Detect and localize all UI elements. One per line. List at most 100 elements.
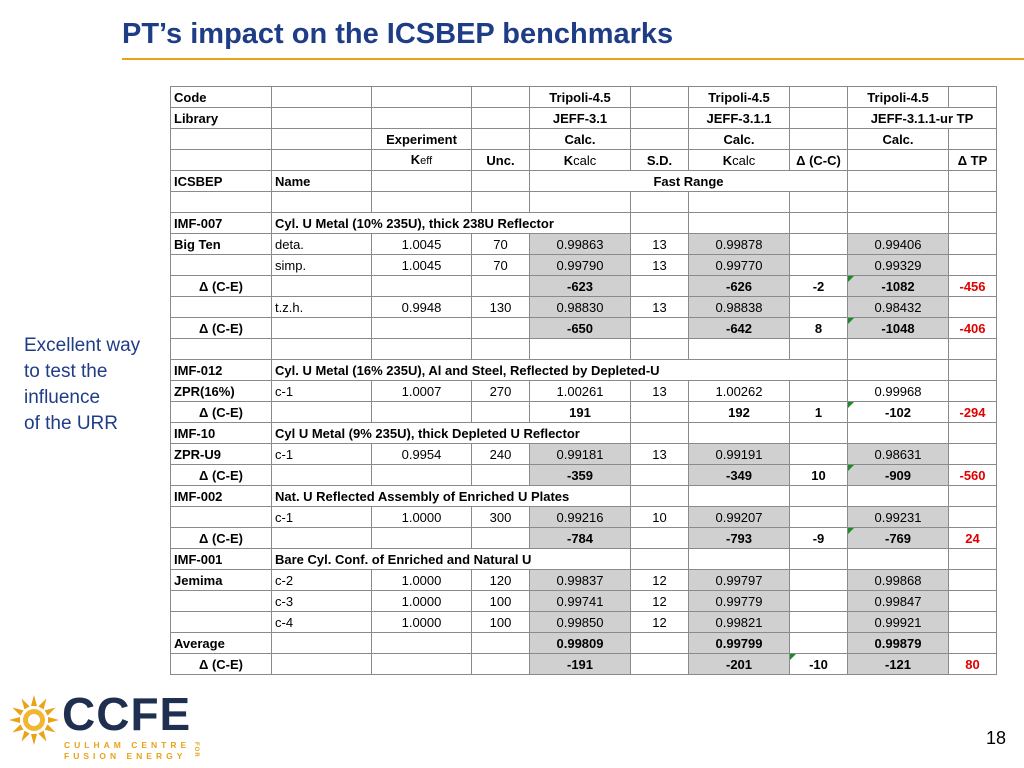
table-cell — [789, 485, 848, 507]
table-cell — [948, 380, 997, 402]
table-cell — [371, 317, 472, 339]
table-cell: 0.99968 — [847, 380, 949, 402]
side-note-line: to test the — [24, 361, 108, 382]
table-cell: -201 — [688, 653, 790, 675]
table-cell — [948, 422, 997, 444]
table-cell: 0.98631 — [847, 443, 949, 465]
table-cell — [789, 128, 848, 150]
table-cell — [271, 86, 372, 108]
table-cell: 1.0045 — [371, 254, 472, 276]
table-cell — [630, 653, 689, 675]
table-row: Δ (C-E) -623 -626 -2 -1082 -456 — [170, 275, 997, 297]
table-cell: Δ (C-E) — [170, 464, 272, 486]
side-note-line: influence — [24, 387, 101, 408]
table-cell — [789, 590, 848, 612]
table-row: c-1 1.0000 300 0.99216 10 0.99207 0.9923… — [170, 506, 997, 528]
table-cell: Tripoli-4.5 — [688, 86, 790, 108]
table-cell: 0.99770 — [688, 254, 790, 276]
delta-tp-cell: -456 — [948, 275, 997, 297]
table-cell — [948, 212, 997, 234]
table-cell — [271, 128, 372, 150]
table-cell — [271, 191, 372, 213]
table-cell — [271, 338, 372, 360]
table-cell: Jemima — [170, 569, 272, 591]
table-cell: -650 — [529, 317, 631, 339]
table-cell: Big Ten — [170, 233, 272, 255]
table-cell — [471, 317, 530, 339]
table-row: IMF-012 Cyl. U Metal (16% 235U), Al and … — [170, 359, 997, 381]
table-cell — [948, 170, 997, 192]
table-cell: -9 — [789, 527, 848, 549]
table-cell: Kcalc — [688, 149, 790, 171]
delta-tp-cell: -294 — [948, 401, 997, 423]
table-cell — [948, 485, 997, 507]
table-cell: ZPR(16%) — [170, 380, 272, 402]
table-cell: 10 — [630, 506, 689, 528]
table-cell: IMF-012 — [170, 359, 272, 381]
table-cell: 0.99231 — [847, 506, 949, 528]
table-row: Experiment Calc. Calc. Calc. — [170, 128, 997, 150]
table-cell: c-2 — [271, 569, 372, 591]
table-cell — [170, 149, 272, 171]
table-cell: Δ (C-E) — [170, 275, 272, 297]
table-cell — [170, 296, 272, 318]
table-cell: 120 — [471, 569, 530, 591]
table-row — [170, 338, 997, 360]
table-cell — [847, 548, 949, 570]
table-cell: 1.0000 — [371, 611, 472, 633]
table-cell: Tripoli-4.5 — [529, 86, 631, 108]
table-cell — [630, 422, 689, 444]
table-cell — [371, 632, 472, 654]
table-row: Code Tripoli-4.5 Tripoli-4.5 Tripoli-4.5 — [170, 86, 997, 108]
table-cell: 1.0000 — [371, 590, 472, 612]
table-cell — [630, 107, 689, 129]
table-cell: 0.99863 — [529, 233, 631, 255]
table-cell — [630, 191, 689, 213]
table-cell: Calc. — [847, 128, 949, 150]
table-cell: 0.99799 — [688, 632, 790, 654]
table-cell: 12 — [630, 611, 689, 633]
table-cell — [789, 296, 848, 318]
table-cell — [170, 254, 272, 276]
table-cell — [630, 401, 689, 423]
table-cell: 13 — [630, 443, 689, 465]
table-cell: -642 — [688, 317, 790, 339]
table-cell: JEFF-3.1.1 — [688, 107, 790, 129]
table-row: c-4 1.0000 100 0.99850 12 0.99821 0.9992… — [170, 611, 997, 633]
table-cell: 1.00261 — [529, 380, 631, 402]
table-cell: 0.99741 — [529, 590, 631, 612]
table-cell — [630, 212, 689, 234]
side-note: Excellent way to test the influence of t… — [24, 333, 169, 437]
table-cell: 0.99181 — [529, 443, 631, 465]
table-cell: Cyl U Metal (9% 235U), thick Depleted U … — [271, 422, 631, 444]
table-cell — [789, 254, 848, 276]
table-row: c-3 1.0000 100 0.99741 12 0.99779 0.9984… — [170, 590, 997, 612]
table-cell: -623 — [529, 275, 631, 297]
table-cell: 130 — [471, 296, 530, 318]
table-cell: -2 — [789, 275, 848, 297]
table-row: Δ (C-E) -784 -793 -9 -769 24 — [170, 527, 997, 549]
table-cell — [371, 86, 472, 108]
table-cell — [789, 443, 848, 465]
table-cell — [948, 191, 997, 213]
table-cell — [471, 191, 530, 213]
table-row: Average 0.99809 0.99799 0.99879 — [170, 632, 997, 654]
table-cell: 0.99406 — [847, 233, 949, 255]
table-cell: Bare Cyl. Conf. of Enriched and Natural … — [271, 548, 631, 570]
table-cell — [847, 149, 949, 171]
table-cell: Kcalc — [529, 149, 631, 171]
side-note-line: of the URR — [24, 413, 118, 434]
table-cell: JEFF-3.1.1-ur TP — [847, 107, 997, 129]
table-cell — [271, 317, 372, 339]
table-cell: 192 — [688, 401, 790, 423]
table-cell — [948, 296, 997, 318]
table-cell: -1048 — [847, 317, 949, 339]
table-cell: 0.99809 — [529, 632, 631, 654]
table-cell — [789, 569, 848, 591]
table-cell: 0.99790 — [529, 254, 631, 276]
table-cell: -10 — [789, 653, 848, 675]
title-underline — [122, 58, 1024, 60]
table-row: Δ (C-E) -650 -642 8 -1048 -406 — [170, 317, 997, 339]
table-cell — [271, 464, 372, 486]
table-cell — [789, 380, 848, 402]
